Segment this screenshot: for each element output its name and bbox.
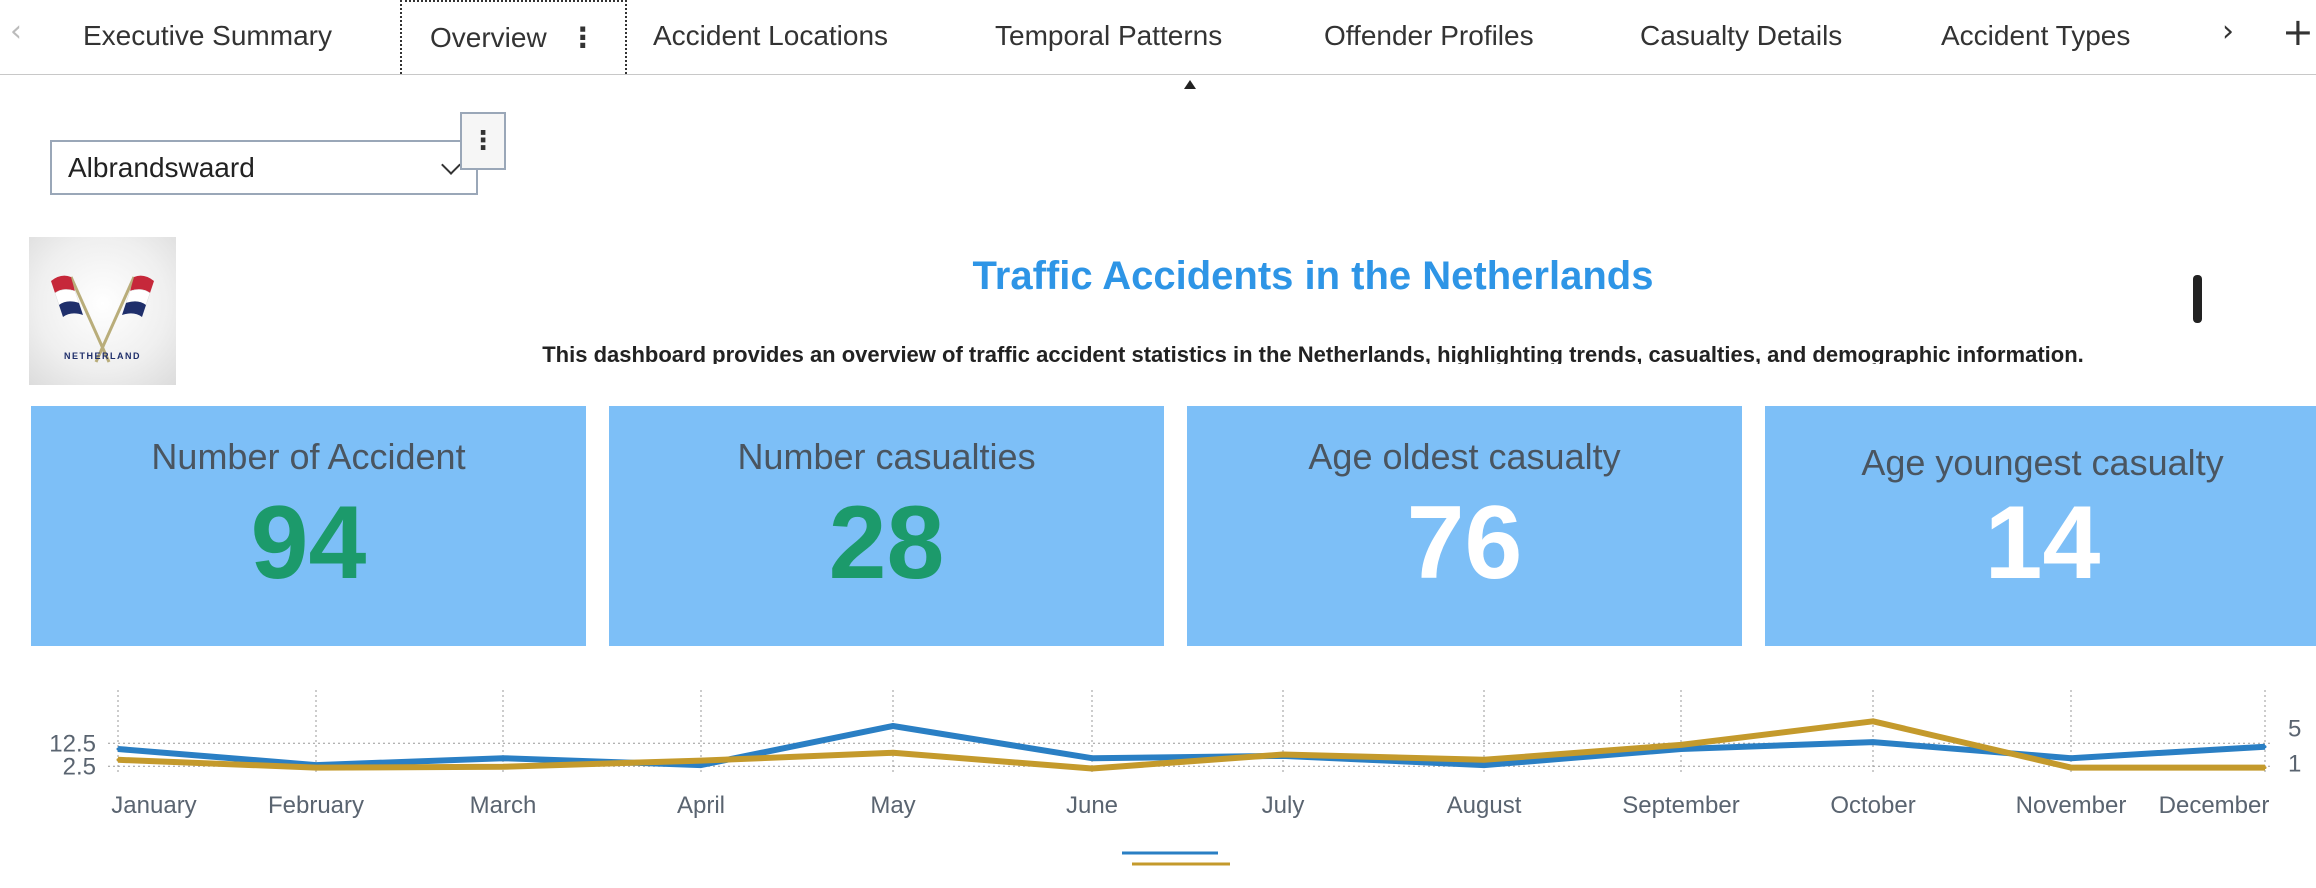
series-2-point [314,766,318,770]
dashboard-description: This dashboard provides an overview of t… [480,338,2146,364]
x-axis-month-label: May [870,792,915,819]
kpi-label: Age oldest casualty [1308,436,1621,477]
dropdown-selected-value: Albrandswaard [68,152,255,183]
tab-accident-locations[interactable]: Accident Locations [653,0,888,74]
tab-label: Casualty Details [1640,20,1843,51]
kpi-label: Age youngest casualty [1861,442,2224,483]
series-1-point [1482,763,1486,767]
tab-label: Executive Summary [83,20,332,51]
series-1-point [699,763,703,767]
series-2-point [699,759,703,763]
series-1-point [2069,756,2073,760]
tab-overview[interactable]: Overview ⋮ [400,0,627,74]
kpi-value: 28 [828,485,945,601]
tab-label: Accident Types [1941,20,2131,51]
x-axis-month-label: September [1622,792,1739,819]
tab-label: Temporal Patterns [995,20,1223,51]
caret-up-icon [1184,80,1196,89]
tab-temporal-patterns[interactable]: Temporal Patterns [995,0,1222,74]
series-1-point [1090,756,1094,760]
tab-accident-types[interactable]: Accident Types [1941,0,2130,74]
series-2-point [1679,743,1683,747]
left-axis-tick-label: 2.5 [63,753,96,780]
tab-casualty-details[interactable]: Casualty Details [1640,0,1842,74]
report-tab-bar: ‹ Executive Summary Overview ⋮ Accident L… [0,0,2316,75]
kpi-value: 76 [1406,485,1523,601]
more-options-icon: ⋮ [470,125,496,155]
kpi-label: Number of Accident [151,436,466,477]
municipality-dropdown[interactable]: Albrandswaard [50,140,478,195]
kpi-card-casualties: Number casualties 28 [609,406,1164,646]
right-axis-tick-label: 1 [2288,750,2301,777]
x-axis-month-label: December [2159,792,2270,819]
series-line-1 [117,723,2266,769]
x-axis-month-label: April [677,792,725,819]
x-axis-month-label: June [1066,792,1118,819]
series-2-point [501,765,505,769]
description-text: This dashboard provides an overview of t… [542,342,2084,364]
series-1-point [2263,745,2267,749]
tab-scroll-left-icon[interactable]: ‹ [10,14,22,49]
series-2-point [1281,753,1285,756]
tab-scroll-right-icon[interactable]: › [2222,14,2234,49]
dashboard-title-block: Traffic Accidents in the Netherlands [480,254,2146,299]
tab-menu-icon[interactable]: ⋮ [568,22,597,53]
text-scrollbar[interactable] [2193,275,2202,323]
x-axis-month-label: March [470,792,537,819]
series-2-point [1871,719,1875,723]
series-1-point [1679,747,1683,751]
series-2-point [116,758,120,762]
x-axis-month-label: February [268,792,364,819]
crossed-flags-icon: NETHERLAND [51,275,154,363]
x-axis-month-label: January [111,792,196,819]
series-1-point [116,747,120,751]
series-2-point [891,751,895,755]
tab-label: Accident Locations [653,20,889,51]
left-axis-tick-label: 12.5 [49,730,96,757]
add-page-icon[interactable]: + [2282,10,2314,54]
series-2-point [2069,766,2073,770]
series-2-point [2263,766,2267,770]
x-axis-month-label: October [1830,792,1915,819]
kpi-value: 94 [250,485,367,601]
x-axis-month-label: August [1447,792,1522,819]
kpi-label: Number casualties [737,436,1036,477]
series-2-point [1090,767,1094,770]
monthly-accidents-line-chart: 12.52.5 5 1 January February March April May Jun… [49,690,2301,866]
logo-text: NETHERLAND [64,351,141,361]
series-line-2 [117,718,2265,772]
tab-executive-summary[interactable]: Executive Summary [83,0,332,74]
series-1-point [891,724,895,728]
kpi-card-youngest-casualty: Age youngest casualty 14 [1765,406,2316,646]
x-axis-month-label: July [1262,792,1305,819]
kpi-value: 14 [1984,485,2101,601]
kpi-card-oldest-casualty: Age oldest casualty 76 [1187,406,1742,646]
chevron-down-icon [441,155,461,175]
tab-label: Overview [430,22,547,53]
series-1-point [1871,740,1875,744]
kpi-card-accidents: Number of Accident 94 [31,406,586,646]
x-axis-month-label: November [2016,792,2127,819]
dropdown-menu-button[interactable]: ⋮ [460,112,506,170]
series-2-point [1482,758,1486,762]
tab-offender-profiles[interactable]: Offender Profiles [1324,0,1534,74]
right-axis-tick-label: 5 [2288,715,2301,742]
page-title: Traffic Accidents in the Netherlands [972,254,1654,298]
tab-label: Offender Profiles [1324,20,1534,51]
netherlands-flag-logo: NETHERLAND [29,237,176,385]
series-1-point [501,756,505,760]
